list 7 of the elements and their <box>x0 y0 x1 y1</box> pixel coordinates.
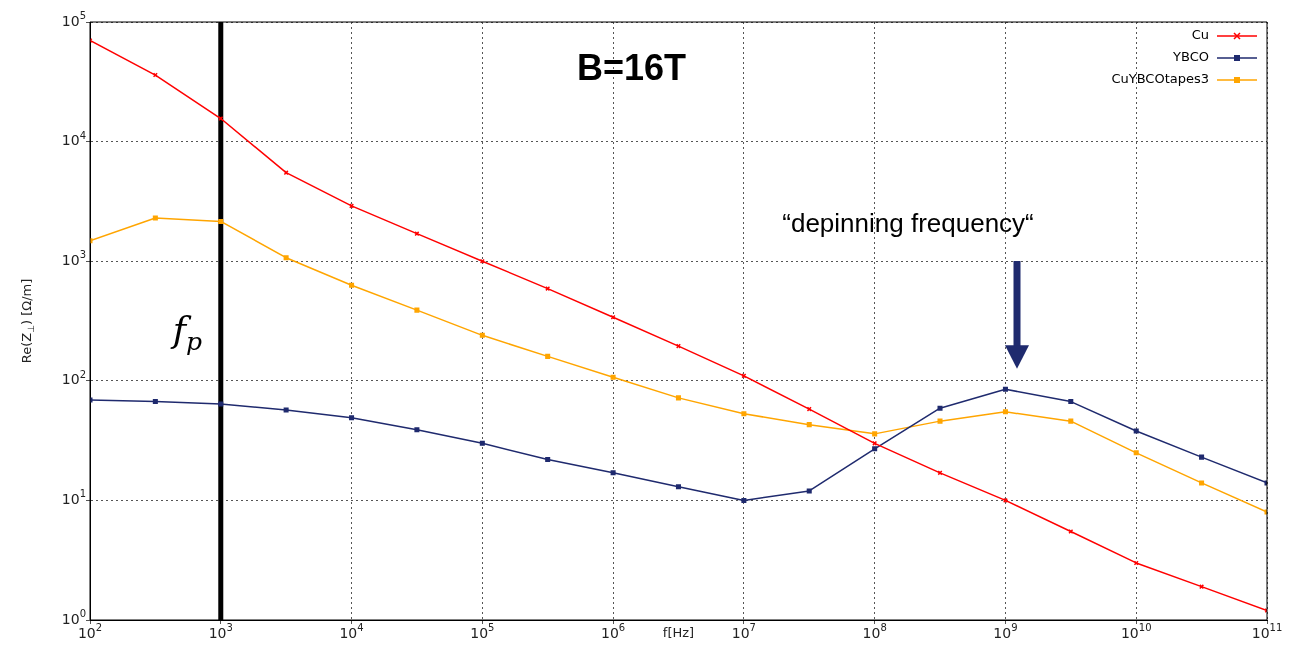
legend-label: CuYBCOtapes3 <box>1111 71 1210 87</box>
x-axis-title: f[Hz] <box>662 625 695 641</box>
legend-label: YBCO <box>1172 49 1210 65</box>
text: B=16T <box>576 46 686 88</box>
annotation: “depinning frequency“ <box>782 208 1034 239</box>
legend-label: Cu <box>1191 27 1210 43</box>
y-axis-title: Re(Z⊥) [Ω/m] <box>19 278 37 364</box>
